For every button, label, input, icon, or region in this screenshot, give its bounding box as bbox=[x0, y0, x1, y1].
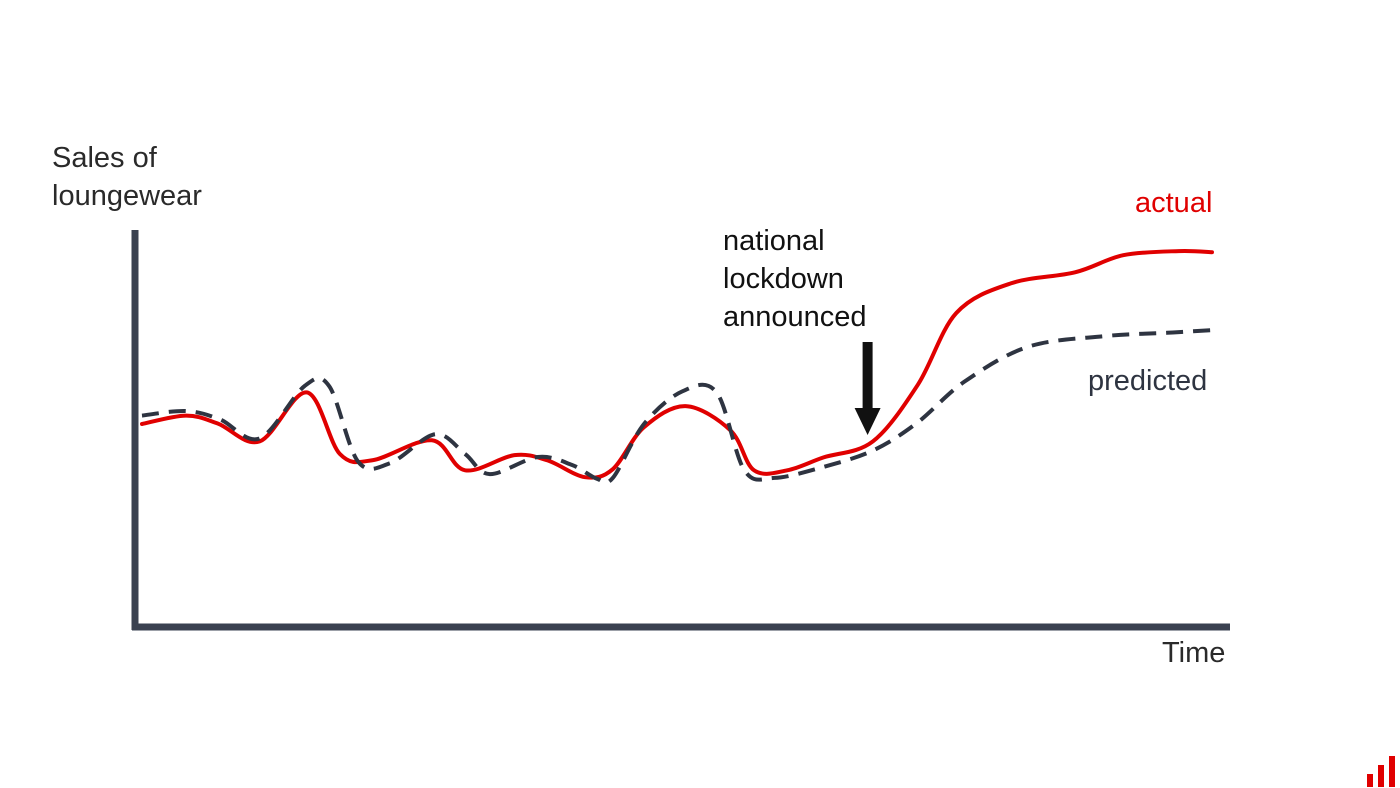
lockdown-annotation: national lockdown announced bbox=[723, 225, 867, 333]
series-line-predicted bbox=[141, 328, 1213, 485]
y-axis-label: Sales of loungewear bbox=[52, 142, 202, 212]
logo-bar-2 bbox=[1378, 765, 1384, 787]
x-axis-label: Time bbox=[1162, 637, 1226, 669]
chart-axes bbox=[131, 230, 1230, 631]
logo-bar-3 bbox=[1389, 756, 1395, 787]
chart-series-layer bbox=[140, 248, 1214, 485]
legend-actual-label: actual bbox=[1135, 187, 1213, 219]
series-line-actual bbox=[140, 248, 1214, 480]
down-arrow-shaft bbox=[862, 342, 873, 410]
down-arrow-icon bbox=[854, 408, 881, 435]
bar-chart-logo-icon bbox=[1367, 756, 1395, 787]
annotation-arrow-layer bbox=[854, 342, 881, 435]
logo-bar-1 bbox=[1367, 774, 1373, 787]
legend-predicted-label: predicted bbox=[1088, 365, 1208, 397]
